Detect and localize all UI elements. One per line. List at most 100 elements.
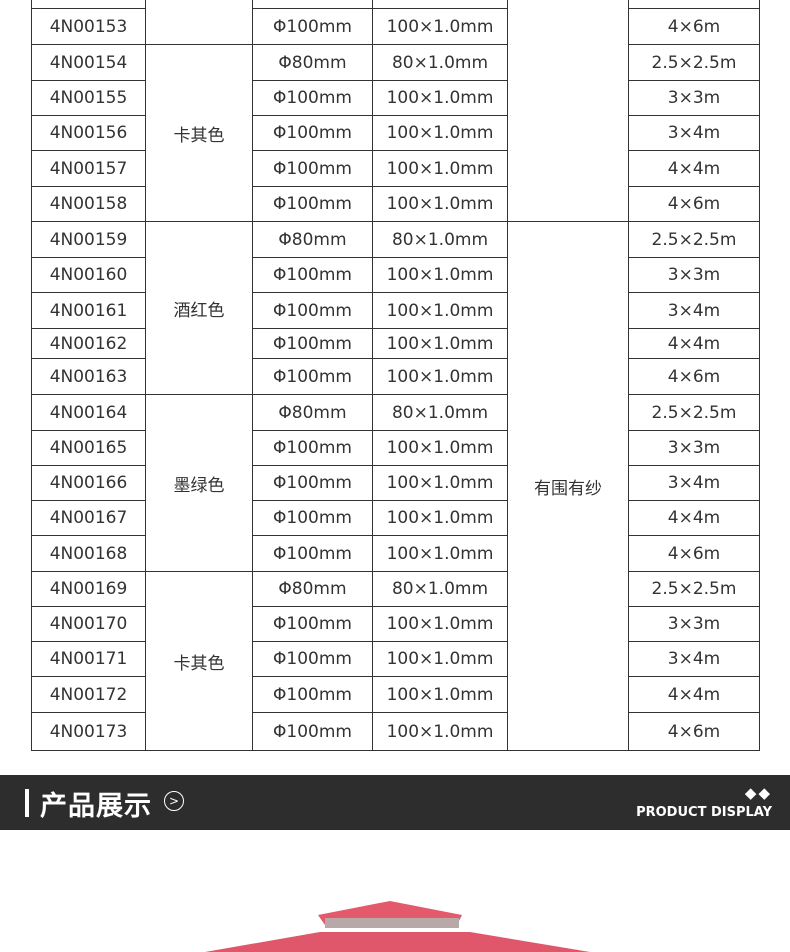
cell-pole: 100×1.0mm	[372, 8, 508, 45]
table-row: 4N00157 Φ100mm 100×1.0mm 4×4m	[31, 150, 760, 187]
cell-code: 4N00161	[31, 292, 146, 329]
cell-code: 4N00154	[31, 44, 146, 81]
cell-size: 4×4m	[628, 500, 760, 536]
cell-code: 4N00163	[31, 358, 146, 395]
cell-pole: 100×1.0mm	[372, 257, 508, 293]
product-photo	[205, 901, 590, 952]
product-spec-table: 4N00153 Φ100mm 100×1.0mm 4×6m 4N00154 卡其色 Φ80m…	[31, 0, 760, 751]
cell-code: 4N00172	[31, 676, 146, 713]
cell-size: 4×4m	[628, 676, 760, 713]
cell-diameter: Φ80mm	[252, 221, 373, 258]
cell-diameter: Φ100mm	[252, 186, 373, 222]
table-row: 4N00172 Φ100mm 100×1.0mm 4×4m	[31, 676, 760, 713]
cell-diameter: Φ100mm	[252, 641, 373, 677]
table-row: 4N00165 Φ100mm 100×1.0mm 3×3m	[31, 430, 760, 466]
cell-code: 4N00166	[31, 465, 146, 501]
cell-type: 有围有纱	[507, 221, 629, 751]
table-row: 4N00161 Φ100mm 100×1.0mm 3×4m	[31, 292, 760, 329]
cell-diameter: Φ100mm	[252, 430, 373, 466]
cell-diameter: Φ100mm	[252, 535, 373, 572]
table-row: 4N00163 Φ100mm 100×1.0mm 4×6m	[31, 358, 760, 395]
cell-pole: 100×1.0mm	[372, 676, 508, 713]
cell-pole: 100×1.0mm	[372, 712, 508, 751]
cell-diameter: Φ80mm	[252, 394, 373, 431]
cell-diameter: Φ100mm	[252, 465, 373, 501]
cell-diameter	[252, 0, 373, 9]
cell-size: 3×4m	[628, 115, 760, 151]
cell-code	[31, 0, 146, 9]
cell-size: 4×6m	[628, 535, 760, 572]
cell-pole: 100×1.0mm	[372, 465, 508, 501]
table-row: 4N00170 Φ100mm 100×1.0mm 3×3m	[31, 606, 760, 642]
cell-size: 4×4m	[628, 150, 760, 187]
cell-diameter: Φ100mm	[252, 358, 373, 395]
cell-code: 4N00170	[31, 606, 146, 642]
cell-pole: 100×1.0mm	[372, 186, 508, 222]
cell-color: 酒红色	[145, 221, 253, 395]
cell-size: 4×6m	[628, 358, 760, 395]
cell-code: 4N00165	[31, 430, 146, 466]
cell-pole: 100×1.0mm	[372, 292, 508, 329]
cell-diameter: Φ80mm	[252, 44, 373, 81]
cell-code: 4N00173	[31, 712, 146, 751]
cell-pole	[372, 0, 508, 9]
table-row: 4N00155 Φ100mm 100×1.0mm 3×3m	[31, 80, 760, 116]
cell-pole: 100×1.0mm	[372, 328, 508, 359]
cell-code: 4N00167	[31, 500, 146, 536]
cell-size: 2.5×2.5m	[628, 571, 760, 607]
cell-size: 2.5×2.5m	[628, 44, 760, 81]
table-row: 4N00167 Φ100mm 100×1.0mm 4×4m	[31, 500, 760, 536]
cell-size	[628, 0, 760, 9]
umbrella-canopy	[205, 932, 590, 952]
title-accent-bar	[25, 789, 29, 817]
cell-code: 4N00155	[31, 80, 146, 116]
table-row: 4N00153 Φ100mm 100×1.0mm 4×6m	[31, 8, 760, 45]
cell-diameter: Φ100mm	[252, 257, 373, 293]
cell-diameter: Φ100mm	[252, 80, 373, 116]
table-row: 4N00173 Φ100mm 100×1.0mm 4×6m	[31, 712, 760, 751]
cell-size: 2.5×2.5m	[628, 221, 760, 258]
cell-pole: 80×1.0mm	[372, 394, 508, 431]
cell-size: 3×3m	[628, 606, 760, 642]
cell-diameter: Φ100mm	[252, 115, 373, 151]
cell-pole: 100×1.0mm	[372, 358, 508, 395]
cell-color: 墨绿色	[145, 394, 253, 572]
table-row: 4N00169 卡其色 Φ80mm 80×1.0mm 2.5×2.5m	[31, 571, 760, 751]
table-row: 4N00158 Φ100mm 100×1.0mm 4×6m	[31, 186, 760, 222]
section-banner: 产品展示 > ◆◆ PRODUCT DISPLAY	[0, 775, 790, 830]
section-title: 产品展示	[40, 791, 152, 822]
cell-color: 卡其色	[145, 44, 253, 222]
cell-size: 2.5×2.5m	[628, 394, 760, 431]
cell-pole: 100×1.0mm	[372, 641, 508, 677]
table-row: 4N00156 Φ100mm 100×1.0mm 3×4m	[31, 115, 760, 151]
cell-color: 卡其色	[145, 571, 253, 751]
cell-code: 4N00171	[31, 641, 146, 677]
cell-size: 4×6m	[628, 712, 760, 751]
cell-color	[145, 0, 253, 45]
table-row: 4N00164 墨绿色 Φ80mm 80×1.0mm 2.5×2.5m	[31, 394, 760, 572]
cell-size: 3×4m	[628, 292, 760, 329]
circle-chevron-right-icon: >	[164, 791, 184, 811]
cell-diameter: Φ100mm	[252, 8, 373, 45]
cell-pole: 100×1.0mm	[372, 606, 508, 642]
cell-diameter: Φ80mm	[252, 571, 373, 607]
cell-size: 3×3m	[628, 430, 760, 466]
cell-diameter: Φ100mm	[252, 676, 373, 713]
cell-size: 3×4m	[628, 641, 760, 677]
cell-pole: 100×1.0mm	[372, 115, 508, 151]
table-row: 4N00159 酒红色 Φ80mm 80×1.0mm 有围有纱 2.5×2.5m	[31, 221, 760, 751]
cell-diameter: Φ100mm	[252, 150, 373, 187]
cell-code: 4N00156	[31, 115, 146, 151]
cell-pole: 100×1.0mm	[372, 500, 508, 536]
cell-pole: 80×1.0mm	[372, 44, 508, 81]
cell-size: 3×3m	[628, 80, 760, 116]
cell-pole: 100×1.0mm	[372, 150, 508, 187]
cell-code: 4N00157	[31, 150, 146, 187]
cell-pole: 80×1.0mm	[372, 221, 508, 258]
cell-size: 4×6m	[628, 8, 760, 45]
section-subtitle: PRODUCT DISPLAY	[636, 805, 772, 820]
cell-code: 4N00153	[31, 8, 146, 45]
cell-diameter: Φ100mm	[252, 606, 373, 642]
cell-size: 4×4m	[628, 328, 760, 359]
umbrella-vent-gap	[325, 918, 459, 928]
